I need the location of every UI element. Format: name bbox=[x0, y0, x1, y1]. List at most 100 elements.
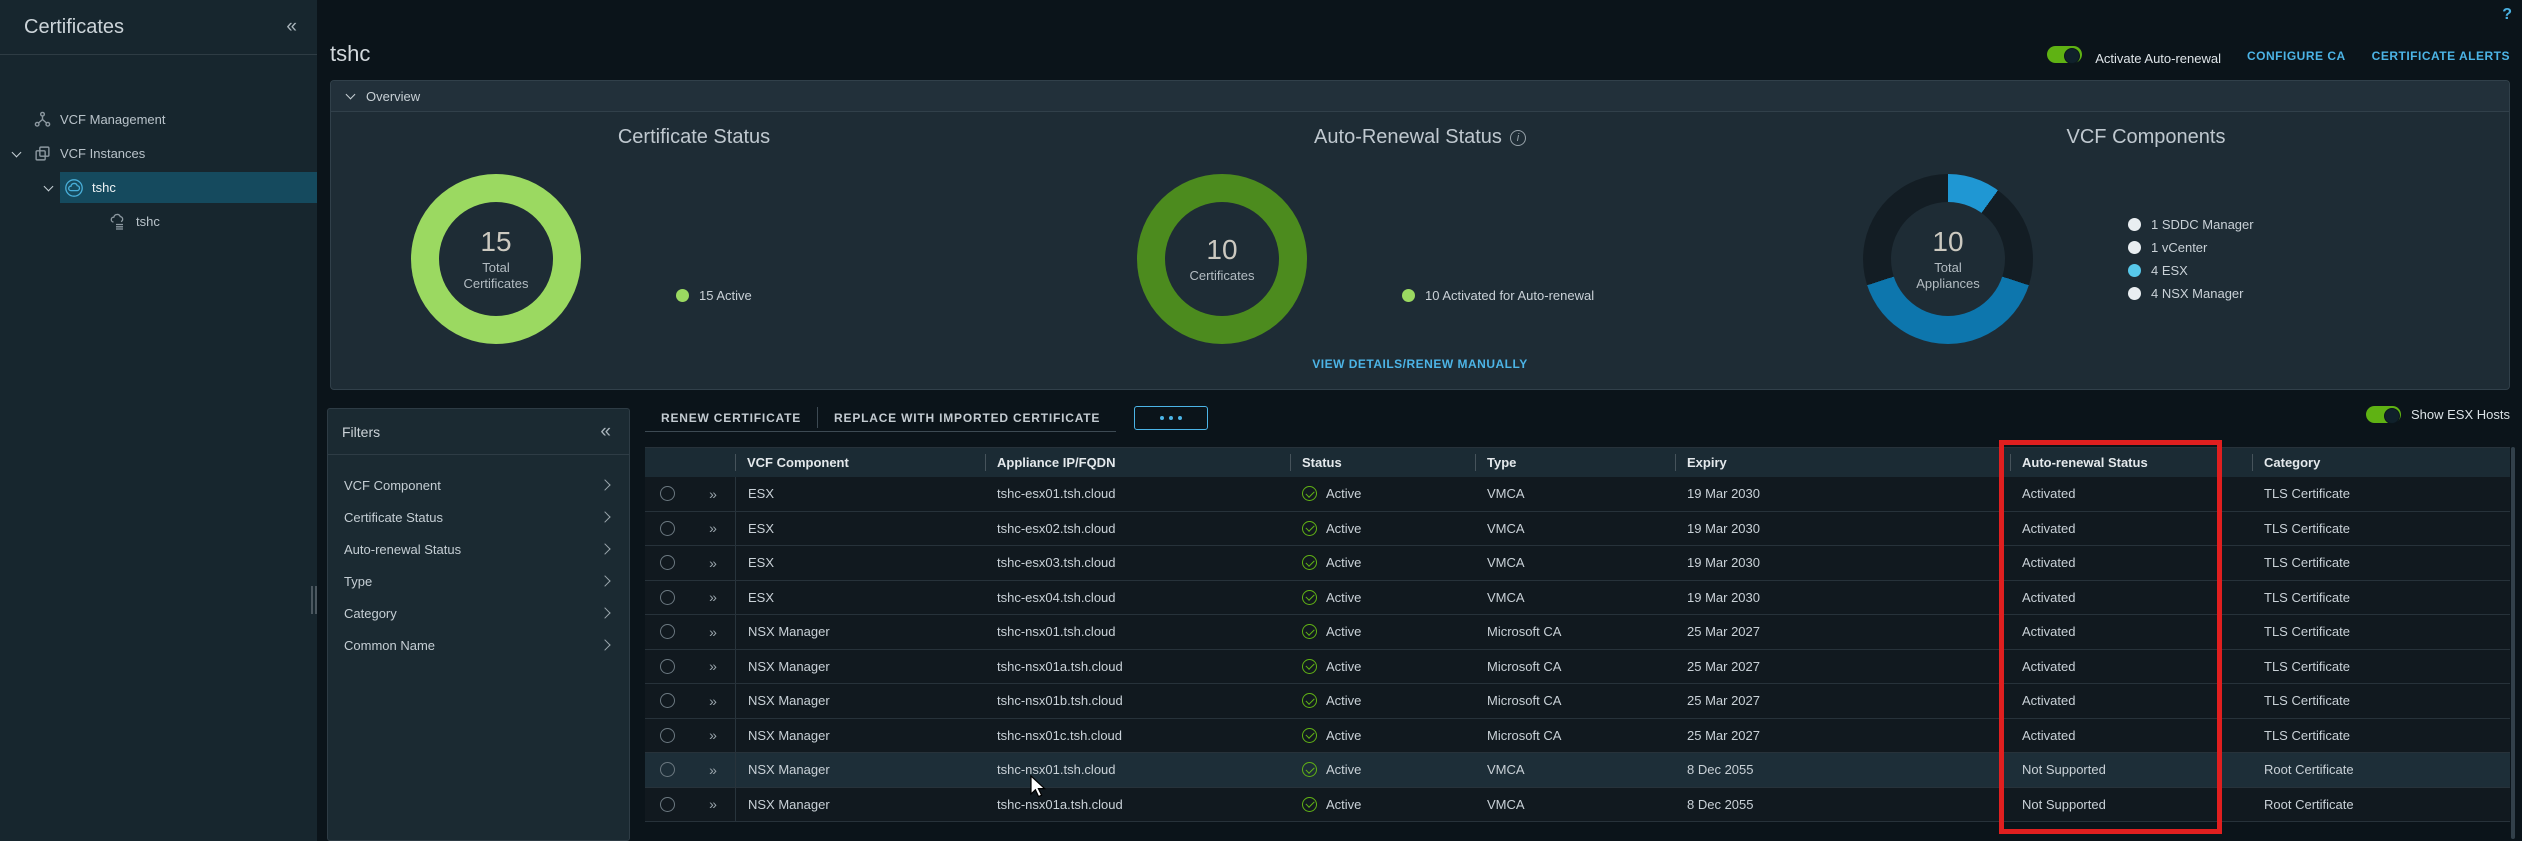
legend-item: 4 ESX bbox=[2128, 259, 2254, 282]
chart-legend: 1 SDDC Manager 1 vCenter 4 ESX 4 NSX Manage… bbox=[2128, 213, 2254, 305]
caret-down-icon[interactable] bbox=[8, 147, 24, 157]
chevron-right-icon bbox=[599, 543, 611, 555]
sidebar-title: Certificates bbox=[24, 15, 125, 38]
table-body: » ESX tshc-esx01.tsh.cloud Active VMCA 19 Mar… bbox=[645, 477, 2510, 822]
info-icon[interactable]: i bbox=[1509, 130, 1526, 146]
filter-item-category[interactable]: Category bbox=[328, 597, 629, 629]
configure-ca-button[interactable]: CONFIGURE CA bbox=[2247, 49, 2346, 63]
cell-type: Microsoft CA bbox=[1487, 624, 1562, 640]
table-row[interactable]: » NSX Manager tshc-nsx01.tsh.cloud Active Mi… bbox=[645, 615, 2510, 650]
cell-expiry: 19 Mar 2030 bbox=[1687, 589, 1760, 605]
row-expand-icon[interactable]: » bbox=[709, 796, 717, 813]
caret-down-icon[interactable] bbox=[40, 181, 56, 191]
sidebar-item-label: tshc bbox=[92, 180, 116, 195]
sidebar-item-label: VCF Management bbox=[60, 112, 166, 127]
row-expand-icon[interactable]: » bbox=[709, 520, 717, 537]
filter-item-common-name[interactable]: Common Name bbox=[328, 629, 629, 661]
row-expand-icon[interactable]: » bbox=[709, 692, 717, 709]
cell-type: VMCA bbox=[1487, 796, 1525, 812]
cell-vcf-component: NSX Manager bbox=[735, 649, 985, 683]
cell-appliance-fqdn: tshc-nsx01a.tsh.cloud bbox=[997, 658, 1123, 674]
column-header-auto-renewal-status: Auto-renewal Status bbox=[2010, 448, 2252, 477]
sidebar-tree: VCF Management VCF Instances tshc tshc bbox=[0, 104, 317, 237]
sidebar-item-tshc[interactable]: tshc bbox=[0, 172, 317, 203]
cell-expiry: 25 Mar 2027 bbox=[1687, 727, 1760, 743]
chevron-right-icon bbox=[599, 511, 611, 523]
row-radio[interactable] bbox=[660, 727, 675, 743]
view-details-link[interactable]: VIEW DETAILS/RENEW MANUALLY bbox=[1312, 357, 1528, 371]
header-actions: Activate Auto-renewal CONFIGURE CA CERTI… bbox=[2046, 46, 2510, 66]
chart-auto-renewal-status: Auto-Renewal Status i 10 Certificates 10 Act… bbox=[1057, 112, 1783, 389]
show-esx-label: Show ESX Hosts bbox=[2411, 407, 2510, 422]
table-row[interactable]: » NSX Manager tshc-nsx01a.tsh.cloud Active V… bbox=[645, 787, 2510, 822]
row-radio[interactable] bbox=[660, 555, 675, 571]
table-row[interactable]: » NSX Manager tshc-nsx01a.tsh.cloud Active M… bbox=[645, 649, 2510, 684]
cell-category: TLS Certificate bbox=[2264, 589, 2350, 605]
row-expand-icon[interactable]: » bbox=[709, 727, 717, 744]
action-button-renew-certificate[interactable]: RENEW CERTIFICATE bbox=[645, 404, 817, 431]
activate-auto-renewal-toggle[interactable] bbox=[2046, 46, 2082, 64]
row-expand-icon[interactable]: » bbox=[709, 589, 717, 606]
legend-dot bbox=[2128, 241, 2141, 254]
table-row[interactable]: » ESX tshc-esx02.tsh.cloud Active VMCA 19 Mar… bbox=[645, 511, 2510, 546]
table-row[interactable]: » ESX tshc-esx04.tsh.cloud Active VMCA 19 Mar… bbox=[645, 580, 2510, 615]
sidebar-item-vcf-instances[interactable]: VCF Instances bbox=[0, 138, 317, 169]
chart-certificate-status: Certificate Status 15 Total Certificates 15… bbox=[331, 112, 1057, 389]
table-scrollbar[interactable] bbox=[2511, 447, 2515, 839]
legend-dot bbox=[2128, 264, 2141, 277]
table-row[interactable]: » NSX Manager tshc-nsx01c.tsh.cloud Active M… bbox=[645, 718, 2510, 753]
certificate-alerts-button[interactable]: CERTIFICATE ALERTS bbox=[2371, 49, 2510, 63]
cell-expiry: 19 Mar 2030 bbox=[1687, 486, 1760, 502]
legend-label: 4 NSX Manager bbox=[2151, 286, 2244, 301]
filter-item-certificate-status[interactable]: Certificate Status bbox=[328, 501, 629, 533]
filters-title: Filters bbox=[342, 423, 381, 440]
cell-auto-renewal-status: Activated bbox=[2022, 624, 2076, 640]
table-row[interactable]: » NSX Manager tshc-nsx01.tsh.cloud Active VM… bbox=[645, 753, 2510, 788]
sidebar-item-label: tshc bbox=[136, 214, 160, 229]
help-icon[interactable]: ? bbox=[2502, 6, 2512, 23]
filter-item-auto-renewal-status[interactable]: Auto-renewal Status bbox=[328, 533, 629, 565]
table-row[interactable]: » ESX tshc-esx01.tsh.cloud Active VMCA 19 Mar… bbox=[645, 477, 2510, 512]
network-icon bbox=[32, 110, 52, 130]
action-button-replace-with-imported-certificate[interactable]: REPLACE WITH IMPORTED CERTIFICATE bbox=[818, 404, 1116, 431]
filter-item-label: Type bbox=[344, 573, 373, 589]
row-expand-icon[interactable]: » bbox=[709, 554, 717, 571]
row-expand-icon[interactable]: » bbox=[709, 485, 717, 502]
cell-category: Root Certificate bbox=[2264, 762, 2354, 778]
sidebar-item-vcf-management[interactable]: VCF Management bbox=[0, 104, 317, 135]
filters-collapse-icon[interactable]: « bbox=[600, 420, 611, 442]
legend-dot bbox=[2128, 287, 2141, 300]
cell-appliance-fqdn: tshc-nsx01b.tsh.cloud bbox=[997, 693, 1123, 709]
filter-item-label: Common Name bbox=[344, 637, 436, 653]
row-radio[interactable] bbox=[660, 520, 675, 536]
sidebar: Certificates « VCF Management VCF Instanc… bbox=[0, 0, 317, 841]
table-row[interactable]: » NSX Manager tshc-nsx01b.tsh.cloud Active M… bbox=[645, 684, 2510, 719]
chart-title-text: VCF Components bbox=[2066, 126, 2226, 148]
row-radio[interactable] bbox=[660, 796, 675, 812]
sidebar-resize-handle[interactable] bbox=[311, 586, 317, 614]
row-radio[interactable] bbox=[660, 762, 675, 778]
row-radio[interactable] bbox=[660, 589, 675, 605]
row-radio[interactable] bbox=[660, 486, 675, 502]
table-row[interactable]: » ESX tshc-esx03.tsh.cloud Active VMCA 19 Mar… bbox=[645, 546, 2510, 581]
row-radio[interactable] bbox=[660, 658, 675, 674]
filter-item-type[interactable]: Type bbox=[328, 565, 629, 597]
sidebar-header: Certificates « bbox=[0, 0, 317, 55]
row-radio[interactable] bbox=[660, 624, 675, 640]
sidebar-item-tshc[interactable]: tshc bbox=[0, 206, 317, 237]
overview-section-header[interactable]: Overview bbox=[331, 81, 2509, 112]
column-header-vcf-component: VCF Component bbox=[735, 448, 985, 477]
cell-appliance-fqdn: tshc-nsx01c.tsh.cloud bbox=[997, 727, 1123, 743]
filter-item-vcf-component[interactable]: VCF Component bbox=[328, 469, 629, 501]
row-expand-icon[interactable]: » bbox=[709, 658, 717, 675]
row-expand-icon[interactable]: » bbox=[709, 623, 717, 640]
row-expand-icon[interactable]: » bbox=[709, 761, 717, 778]
donut-center: 10 Total Appliances bbox=[1891, 202, 2005, 316]
cell-vcf-component: NSX Manager bbox=[735, 718, 985, 752]
sidebar-collapse-icon[interactable]: « bbox=[286, 16, 297, 37]
status-ok-icon bbox=[1302, 624, 1317, 640]
row-radio[interactable] bbox=[660, 693, 675, 709]
show-esx-toggle[interactable] bbox=[2366, 406, 2401, 424]
more-actions-button[interactable] bbox=[1133, 406, 1208, 430]
chevron-right-icon bbox=[599, 639, 611, 651]
